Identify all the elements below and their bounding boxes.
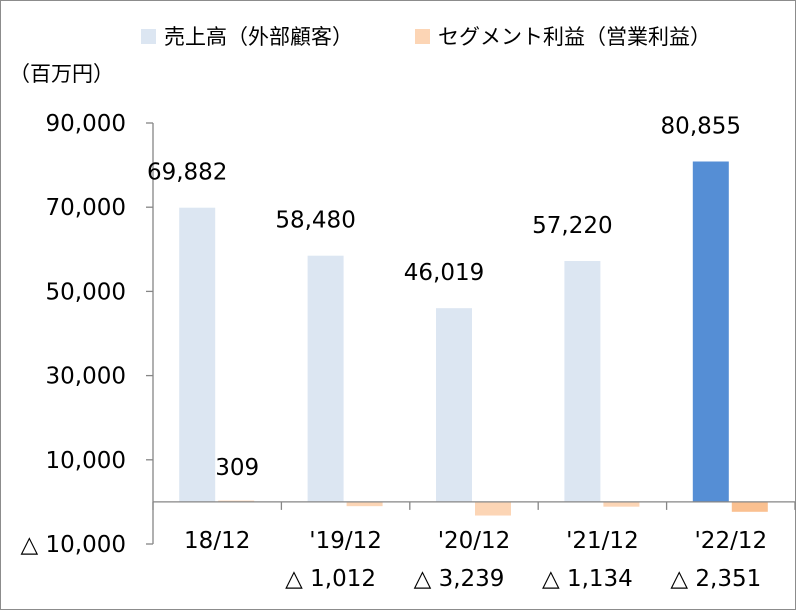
y-axis: 90,000 70,000 50,000 30,000 10,000 △ 10,000 <box>21 111 154 558</box>
y-tick-label: 50,000 <box>46 279 126 305</box>
sales-value-label: 80,855 <box>661 114 741 140</box>
legend: 売上高（外部顧客） セグメント利益（営業利益） <box>141 25 711 49</box>
profit-bar <box>346 501 383 507</box>
legend-label-2: セグメント利益（営業利益） <box>438 25 711 49</box>
profit-bar <box>603 501 640 507</box>
profit-value-label: △ 2,351 <box>670 566 761 592</box>
x-tick-label: '21/12 <box>566 528 639 554</box>
sales-value-label: 57,220 <box>532 213 612 239</box>
sales-bar <box>436 308 472 502</box>
profit-value-label: △ 1,134 <box>542 566 633 592</box>
y-tick-label: 10,000 <box>46 448 126 474</box>
profit-value-label: △ 3,239 <box>414 566 505 592</box>
legend-label-1: 売上高（外部顧客） <box>164 25 353 49</box>
profit-bar <box>475 501 511 516</box>
y-tick-label: 30,000 <box>46 364 126 390</box>
unit-label: （百万円） <box>9 62 114 86</box>
bars <box>179 161 768 516</box>
sales-bar <box>179 207 216 502</box>
profit-value-label: 309 <box>215 455 259 481</box>
legend-swatch-1 <box>141 29 156 44</box>
y-tick-label: 70,000 <box>46 195 126 221</box>
x-tick-label: 18/12 <box>184 528 250 554</box>
sales-bar <box>307 255 344 502</box>
sales-value-label: 69,882 <box>147 160 227 186</box>
y-tick-label: △ 10,000 <box>21 532 126 558</box>
profit-value-label: △ 1,012 <box>285 566 376 592</box>
sales-bar <box>692 161 729 502</box>
data-labels: 69,882 309 58,480 △ 1,012 46,019 △ 3,239 57,22… <box>147 114 761 592</box>
x-tick-label: '19/12 <box>309 528 382 554</box>
x-axis: 18/12 '19/12 '20/12 '21/12 '22/12 <box>152 501 796 554</box>
x-tick-label: '20/12 <box>438 528 511 554</box>
sales-bar <box>564 261 601 502</box>
x-tick-label: '22/12 <box>694 528 767 554</box>
sales-value-label: 58,480 <box>275 208 355 234</box>
profit-bar <box>218 500 255 502</box>
sales-value-label: 46,019 <box>404 260 484 286</box>
y-tick-label: 90,000 <box>46 111 126 137</box>
legend-swatch-2 <box>415 29 430 44</box>
profit-bar <box>731 501 768 512</box>
